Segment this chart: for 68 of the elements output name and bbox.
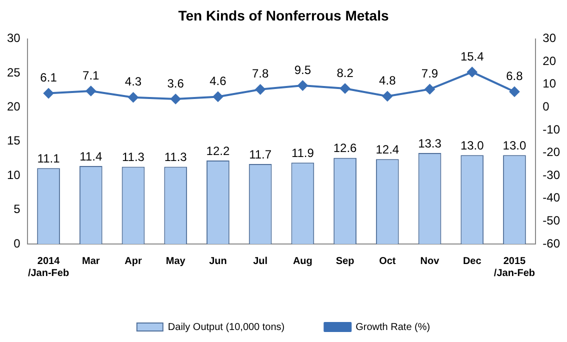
y2-tick-label: 20	[542, 54, 556, 68]
y-tick-label: 30	[6, 31, 21, 46]
data-label: 11.7	[249, 147, 272, 162]
data-label: 13.0	[502, 138, 526, 152]
data-label: 8.2	[336, 66, 354, 80]
y-tick-label: 10	[6, 168, 21, 182]
x-tick-label: Sep	[336, 256, 354, 267]
data-label: 11.3	[164, 150, 188, 164]
x-tick-label: 2014 /Jan-Feb	[28, 256, 70, 279]
point	[212, 92, 223, 102]
x-tick-label: 2015 /Jan-Feb	[494, 256, 536, 279]
data-label: 11.9	[291, 146, 314, 160]
y2-tick-label: -20	[542, 145, 560, 160]
data-label: 3.6	[167, 76, 184, 90]
x-tick-label: Aug	[292, 256, 312, 267]
y2-tick-label: -60	[542, 236, 560, 250]
point	[128, 92, 138, 102]
point	[382, 91, 392, 102]
data-label: 6.1	[40, 70, 58, 85]
y2-tick-label: -40	[542, 190, 560, 205]
legend-label: Daily Output (10,000 tons)	[168, 322, 285, 333]
x-tick-label: Nov	[420, 256, 440, 267]
y2-tick-label: -30	[542, 168, 560, 182]
x-tick-label: Jun	[209, 256, 227, 267]
y2-tick-label: -50	[542, 214, 560, 228]
data-label: 12.2	[206, 144, 230, 158]
data-label: 7.9	[421, 66, 438, 80]
data-label: 12.4	[376, 142, 400, 156]
point	[340, 84, 350, 94]
data-label: 15.4	[460, 49, 484, 64]
y-tick-label: 0	[14, 236, 21, 250]
data-label: 4.8	[379, 74, 396, 88]
point	[170, 94, 181, 104]
point	[86, 86, 96, 96]
y2-tick-label: -10	[542, 122, 560, 136]
point	[424, 84, 435, 94]
data-label: 4.3	[124, 74, 142, 89]
point	[509, 86, 520, 97]
x-tick-label: Apr	[124, 256, 142, 267]
data-label: 11.3	[122, 150, 145, 164]
point	[44, 88, 54, 98]
data-label: 11.1	[37, 151, 60, 166]
data-label: 6.8	[506, 69, 524, 84]
point	[298, 80, 308, 91]
y-tick-label: 25	[6, 65, 21, 80]
data-label: 13.0	[460, 138, 484, 152]
y2-tick-label: 0	[542, 100, 550, 114]
data-label: 4.6	[210, 74, 227, 88]
y-tick-label: 5	[14, 202, 21, 216]
chart-title: Ten Kinds of Nonferrous Metals	[178, 7, 389, 24]
x-tick-label: Oct	[379, 256, 396, 267]
y-tick-label: 15	[6, 134, 21, 148]
data-label: 12.6	[333, 141, 358, 156]
x-tick-label: Jul	[253, 256, 268, 267]
data-label: 7.1	[82, 68, 100, 82]
point	[467, 67, 478, 78]
y-tick-label: 20	[6, 100, 21, 114]
x-tick-label: Dec	[462, 256, 482, 267]
point	[255, 84, 266, 94]
legend-label: Growth Rate (%)	[356, 322, 430, 333]
data-label: 13.3	[418, 136, 442, 150]
x-tick-label: Mar	[82, 256, 100, 267]
y2-tick-label: 10	[542, 76, 556, 91]
x-tick-label: May	[166, 256, 186, 267]
data-label: 11.4	[80, 149, 102, 164]
y2-tick-label: 30	[542, 31, 556, 46]
data-label: 7.8	[252, 66, 269, 81]
data-label: 9.5	[294, 62, 312, 77]
